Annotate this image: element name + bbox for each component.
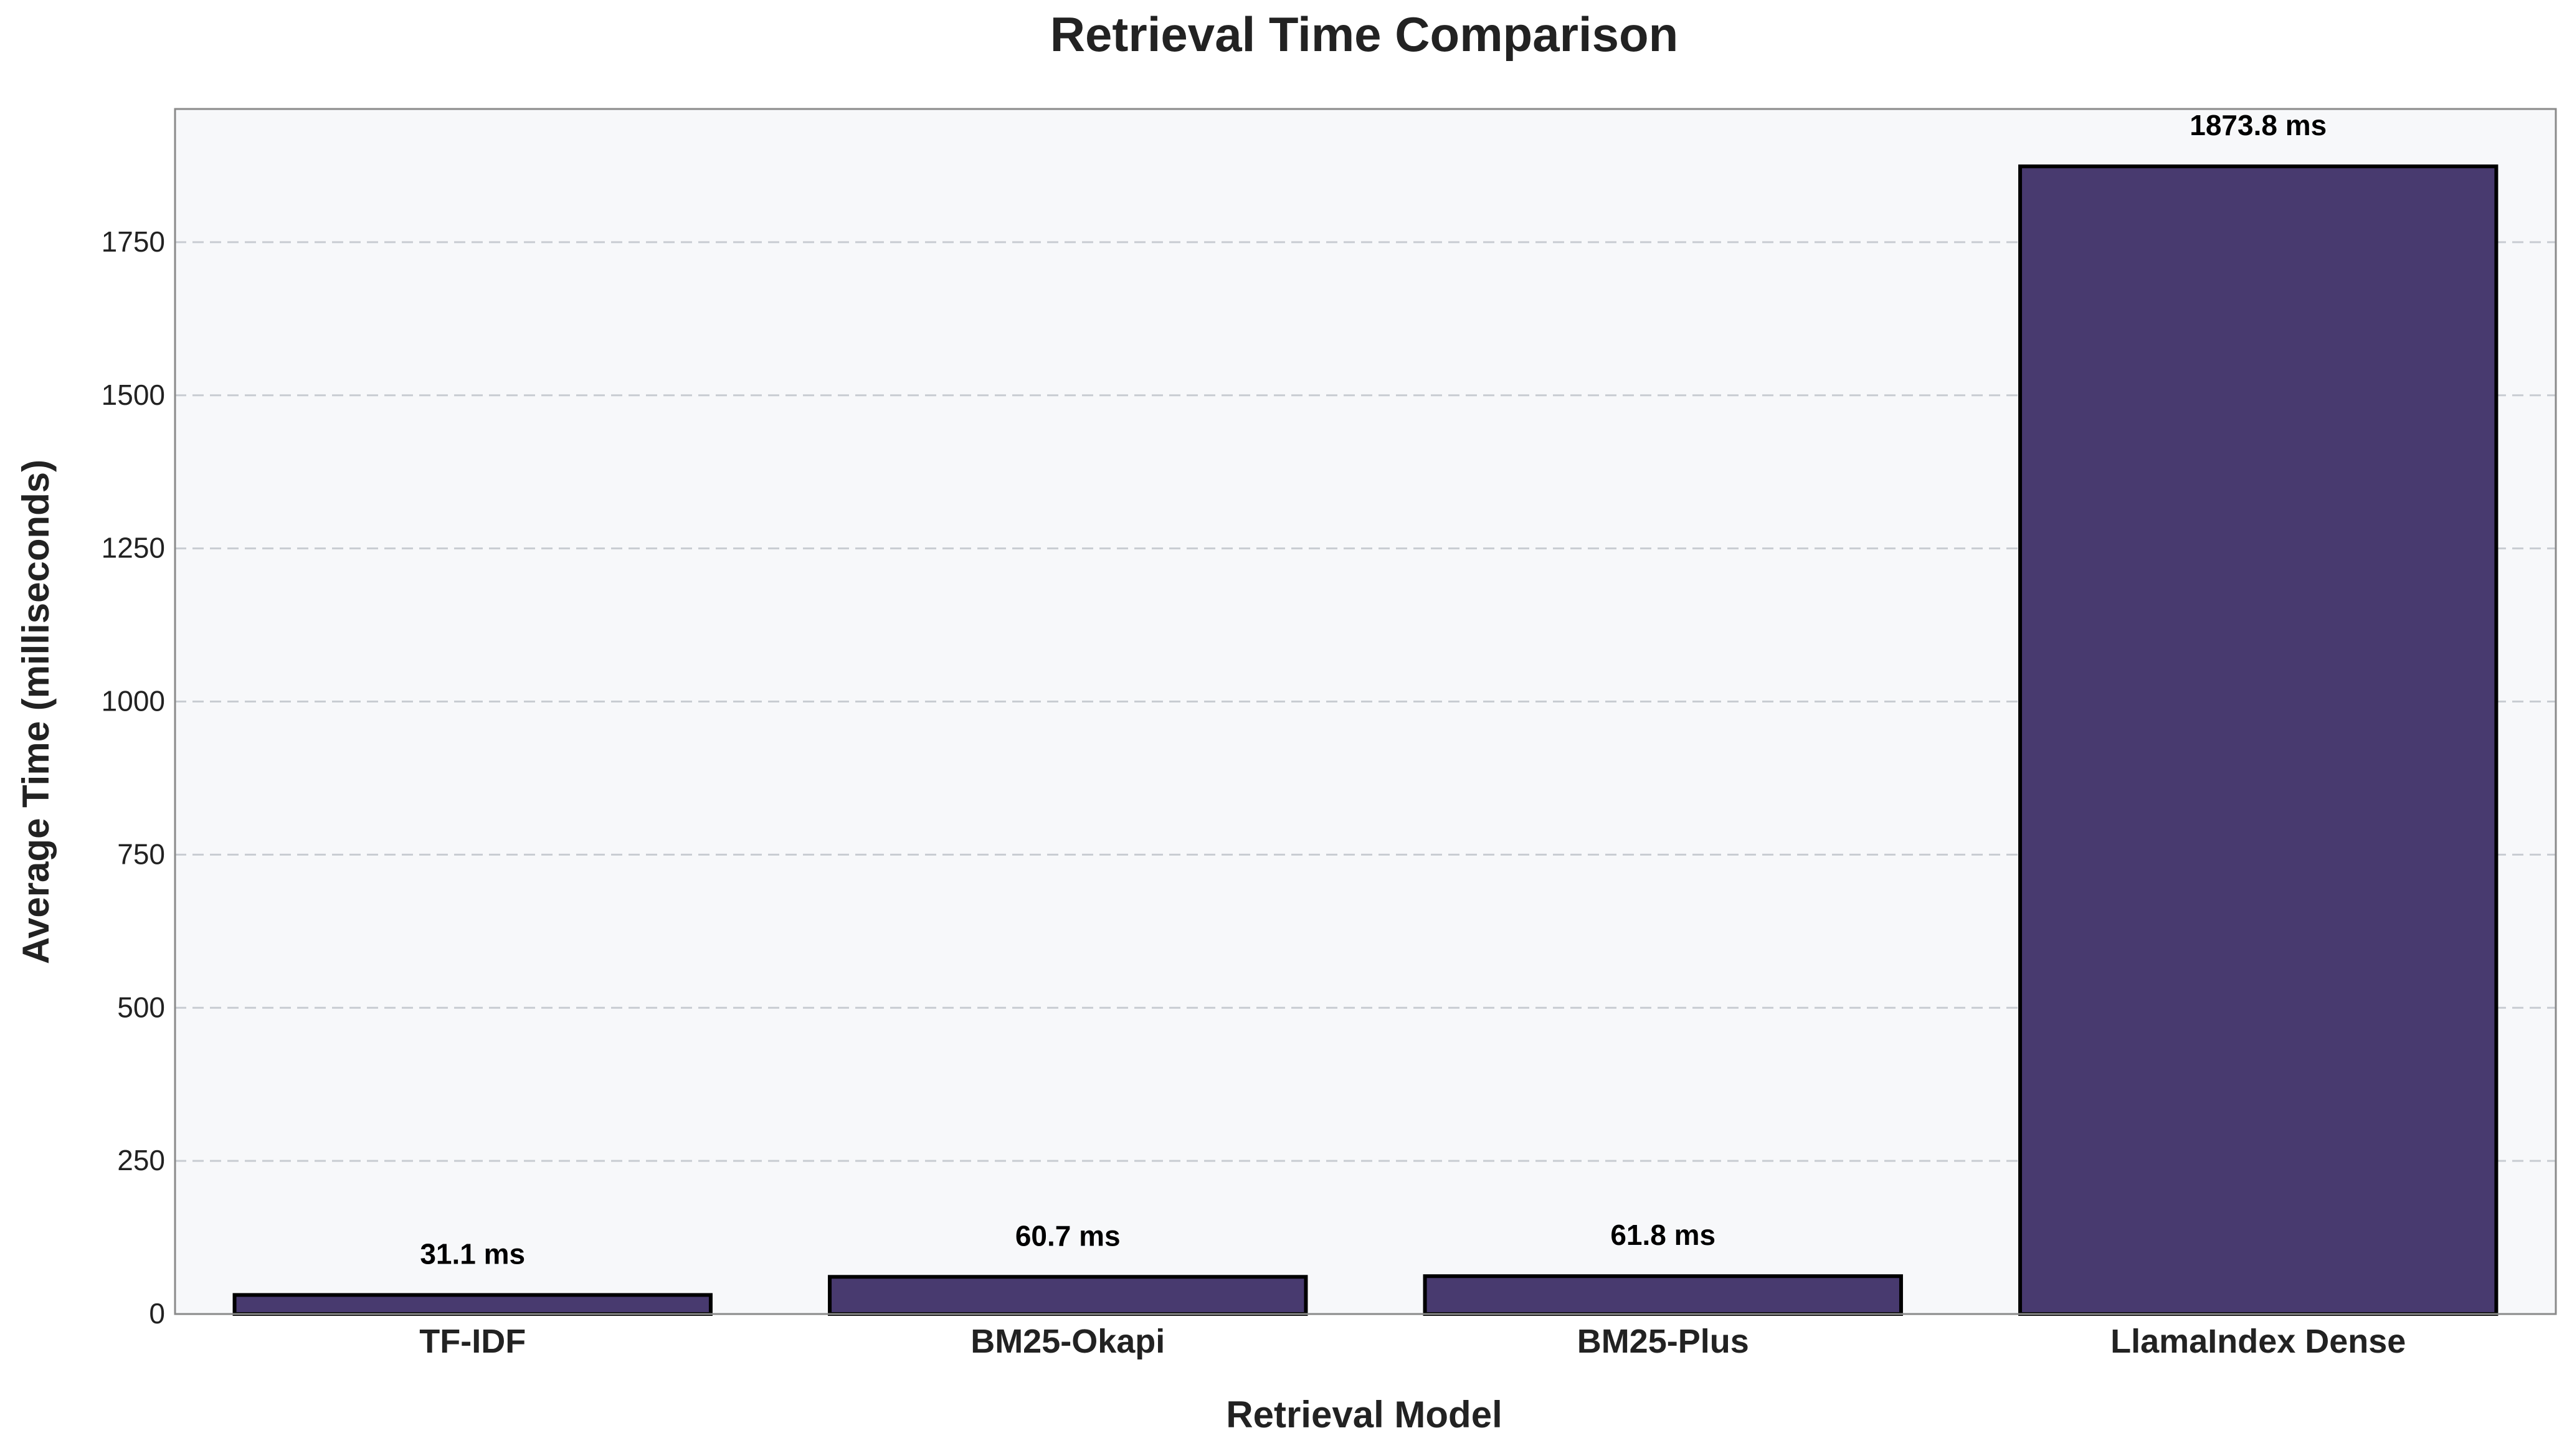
bar-tf-idf [232, 1293, 713, 1317]
y-tick-label: 250 [117, 1144, 165, 1176]
bar-bm25-okapi [828, 1275, 1308, 1317]
bar-value-label: 61.8 ms [1610, 1219, 1715, 1251]
x-tick-label: BM25-Okapi [970, 1323, 1165, 1360]
x-axis-ticks: TF-IDF BM25-Okapi BM25-Plus LlamaIndex Dens… [419, 1323, 2406, 1360]
bar-value-label: 1873.8 ms [2190, 109, 2327, 141]
y-tick-label: 1000 [102, 685, 165, 717]
x-tick-label: LlamaIndex Dense [2110, 1323, 2406, 1360]
bar-llamaindex-dense [2018, 164, 2498, 1316]
bar-bm25-plus [1423, 1274, 1903, 1317]
plot-frame [174, 108, 2557, 1315]
bar-value-label: 60.7 ms [1015, 1219, 1121, 1252]
value-labels: 31.1 ms 60.7 ms 61.8 ms 1873.8 ms [420, 109, 2327, 1270]
y-axis-ticks: 0 250 500 750 1000 1250 1500 1750 [102, 225, 165, 1330]
y-tick-label: 1750 [102, 225, 165, 258]
x-tick-label: BM25-Plus [1577, 1323, 1749, 1360]
y-tick-label: 1250 [102, 532, 165, 564]
x-tick-label: TF-IDF [419, 1323, 526, 1360]
y-tick-label: 0 [149, 1297, 165, 1330]
y-tick-label: 500 [117, 991, 165, 1023]
y-tick-label: 750 [117, 838, 165, 870]
x-axis-label: Retrieval Model [1226, 1394, 1502, 1435]
y-axis-label: Average Time (milliseconds) [15, 460, 57, 964]
y-tick-label: 1500 [102, 379, 165, 411]
gridlines [175, 241, 2556, 1162]
bar-value-label: 31.1 ms [420, 1237, 525, 1270]
chart-title: Retrieval Time Comparison [1050, 7, 1679, 62]
